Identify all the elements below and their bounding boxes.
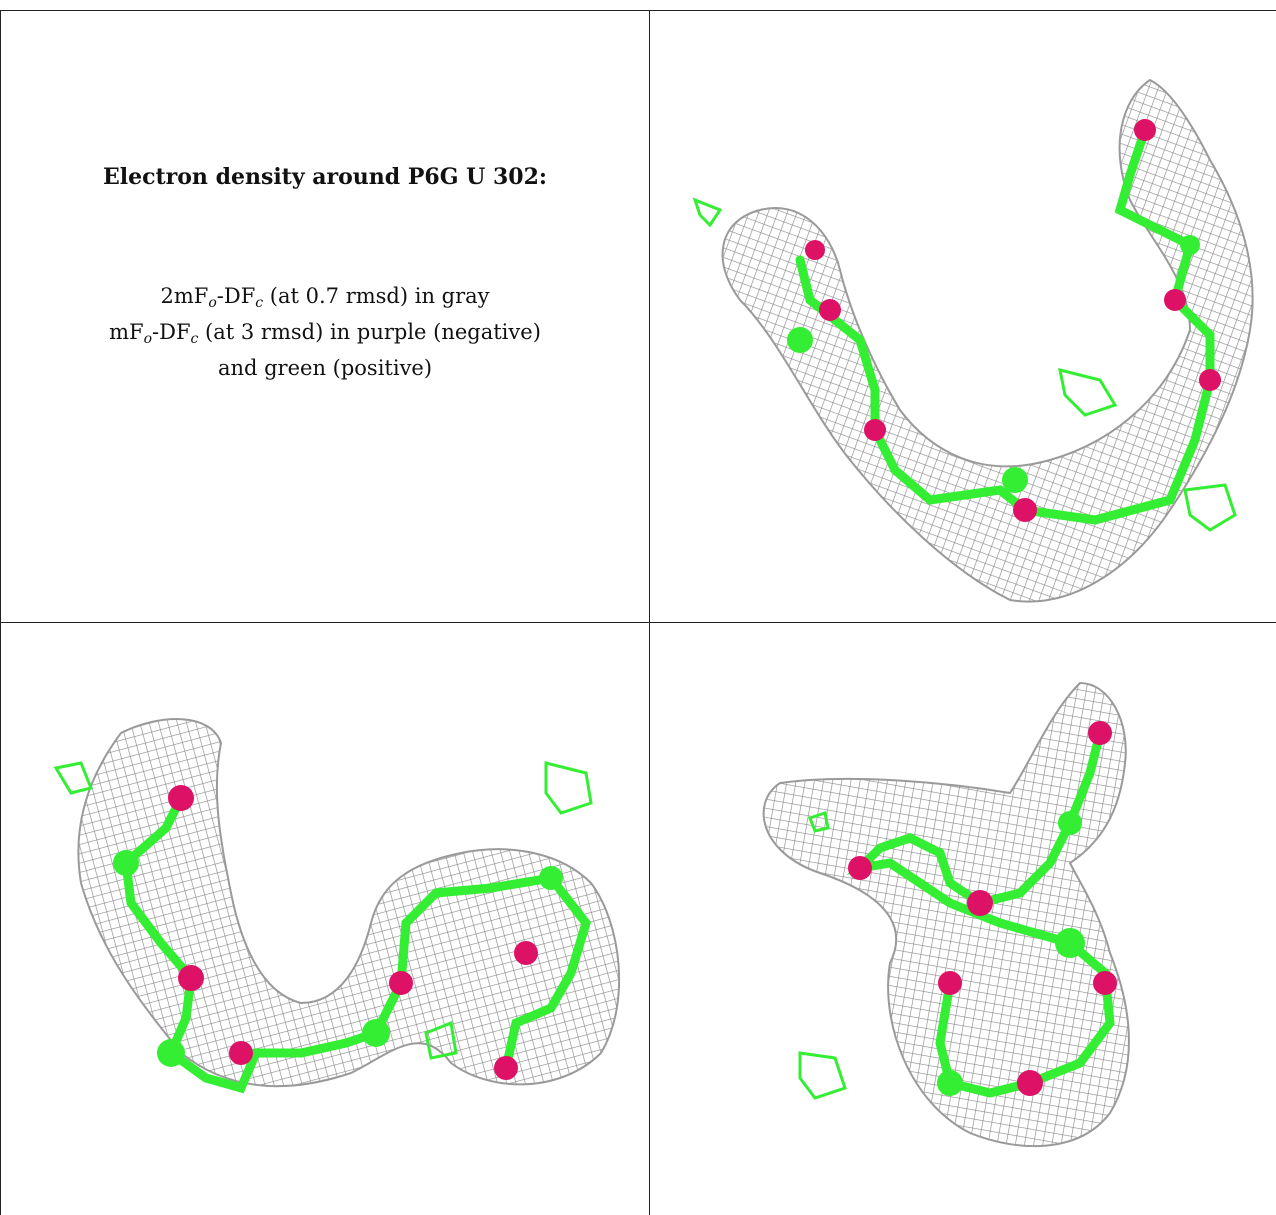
ligand-stick-model [113, 785, 591, 1094]
center-border [649, 10, 650, 1215]
caption-line-2: mFo-DFc (at 3 rmsd) in purple (negative) [109, 320, 541, 347]
gray-mesh-density [721, 78, 1254, 603]
left-border [0, 10, 1, 1215]
caption-cell: Electron density around P6G U 302: 2mFo-… [20, 10, 630, 622]
caption-line-3: and green (positive) [217, 356, 433, 380]
green-positive-blobs [53, 761, 593, 1060]
density-view-bottom-left [1, 623, 649, 1215]
top-border [0, 10, 1276, 11]
caption-title: Electron density around P6G U 302: [102, 164, 548, 190]
gray-mesh-density [77, 718, 621, 1088]
green-positive-blobs [692, 197, 1237, 532]
figure-grid: Electron density around P6G U 302: 2mFo-… [0, 10, 1276, 1215]
middle-border [0, 622, 1276, 623]
green-positive-blobs [798, 811, 847, 1100]
caption-description: 2mFo-DFc (at 0.7 rmsd) in gray mFo-DFc (… [20, 282, 630, 383]
caption-line-1: 2mFo-DFc (at 0.7 rmsd) in gray [160, 284, 490, 311]
ligand-stick-model [846, 721, 1117, 1098]
density-view-bottom-right [650, 623, 1276, 1215]
density-view-top-right [650, 10, 1276, 622]
ligand-stick-model [787, 119, 1221, 525]
gray-mesh-density [762, 681, 1130, 1148]
